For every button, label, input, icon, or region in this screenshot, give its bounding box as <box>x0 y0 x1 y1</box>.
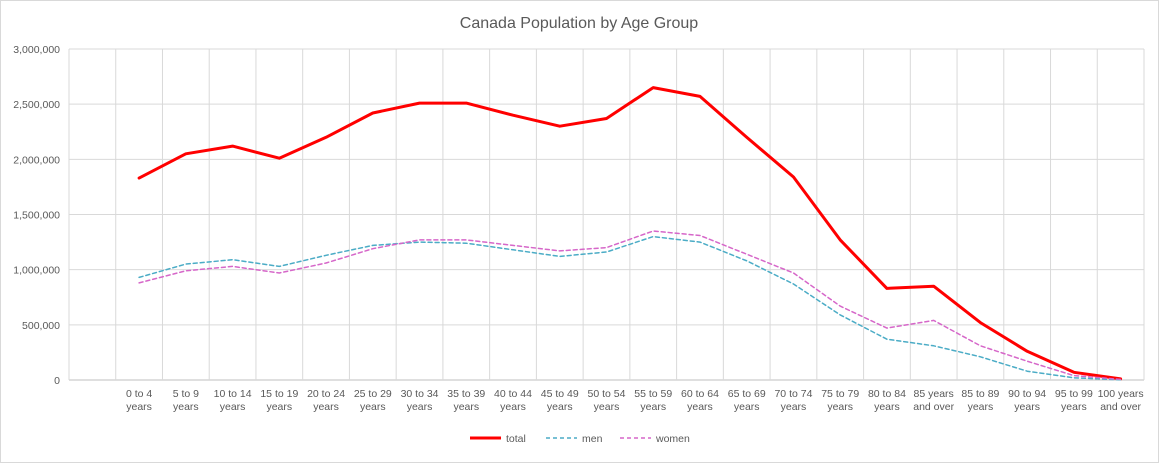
y-tick-label: 1,500,000 <box>13 210 60 222</box>
x-tick-label: 40 to 44 years <box>494 388 532 413</box>
series-line-total <box>137 86 1123 381</box>
legend-label-men: men <box>582 433 603 445</box>
legend-label-women: women <box>655 433 690 445</box>
x-tick-label: 95 to 99 years <box>1055 388 1093 413</box>
x-tick-label: 10 to 14 years <box>214 388 252 413</box>
legend: total men women <box>470 433 690 445</box>
x-axis-tick-labels: 0 to 4 years 5 to 9 years 10 to 14 years 15 to… <box>126 388 1144 413</box>
x-tick-label: 30 to 34 years <box>401 388 439 413</box>
x-tick-label: 5 to 9 years <box>173 388 199 413</box>
x-tick-label: 70 to 74 years <box>774 388 812 413</box>
x-tick-label: 65 to 69 years <box>728 388 766 413</box>
y-axis-tick-labels: 0 500,000 1,000,000 1,500,000 2,000,000 2,500… <box>13 44 60 387</box>
chart-title: Canada Population by Age Group <box>460 15 699 32</box>
y-tick-label: 3,000,000 <box>13 44 60 56</box>
x-tick-label: 0 to 4 years <box>126 388 152 413</box>
x-tick-label: 45 to 49 years <box>541 388 579 413</box>
x-tick-label: 80 to 84 years <box>868 388 906 413</box>
x-tick-label: 55 to 59 years <box>634 388 672 413</box>
gridlines <box>68 48 1145 381</box>
x-tick-label: 90 to 94 years <box>1008 388 1046 413</box>
y-tick-label: 2,000,000 <box>13 154 60 166</box>
x-tick-label: 85 to 89 years <box>961 388 999 413</box>
y-tick-label: 2,500,000 <box>13 99 60 111</box>
x-tick-label: 60 to 64 years <box>681 388 719 413</box>
x-tick-label: 75 to 79 years <box>821 388 859 413</box>
y-tick-label: 0 <box>54 375 60 387</box>
x-tick-label: 15 to 19 years <box>260 388 298 413</box>
x-tick-label: 20 to 24 years <box>307 388 345 413</box>
x-tick-label: 50 to 54 years <box>588 388 626 413</box>
legend-label-total: total <box>506 433 526 445</box>
y-tick-label: 1,000,000 <box>13 265 60 277</box>
x-tick-label: 85 years and over <box>913 388 954 413</box>
series-lines <box>137 86 1123 381</box>
series-line-women <box>138 230 1122 381</box>
series-line-men <box>138 235 1122 381</box>
y-tick-label: 500,000 <box>22 320 60 332</box>
x-tick-label: 25 to 29 years <box>354 388 392 413</box>
x-tick-label: 100 years and over <box>1098 388 1144 413</box>
x-tick-label: 35 to 39 years <box>447 388 485 413</box>
